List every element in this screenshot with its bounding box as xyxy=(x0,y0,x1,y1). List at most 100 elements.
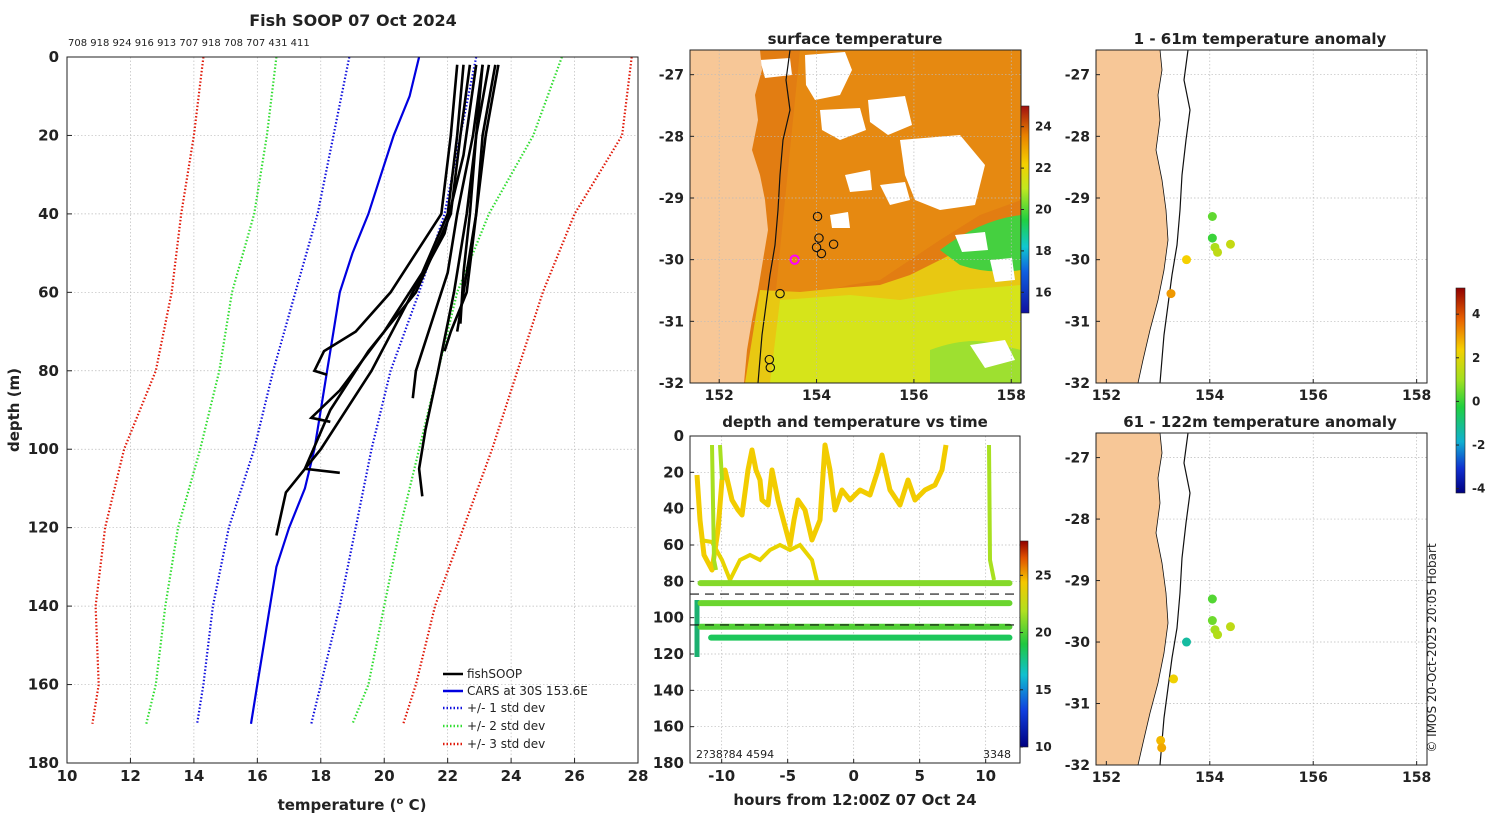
sst-tick-label-x: 152 xyxy=(705,388,734,404)
sst-tick-label-x: 156 xyxy=(899,388,928,404)
time-tracks xyxy=(697,580,1013,641)
shallow-tick-label-y: -28 xyxy=(1065,129,1090,145)
deep-anomaly-point xyxy=(1213,630,1223,640)
deep-tick-label-x: 152 xyxy=(1092,770,1121,786)
svg-text:fishSOOP: fishSOOP xyxy=(467,667,522,681)
shallow-axes-frame xyxy=(1095,49,1428,384)
shallow-shelf-contour xyxy=(1159,50,1191,383)
time-track-verticals xyxy=(710,444,996,581)
profile-line--3-std-dev xyxy=(402,56,633,725)
shallow-title: 1 - 61m temperature anomaly xyxy=(1134,30,1387,48)
profile-tick-label-y: 160 xyxy=(28,676,59,694)
anomaly-colorbar-ticks: 4 2 0 -2 -4 xyxy=(1456,307,1485,496)
anomaly-colorbar-tick-label: -4 xyxy=(1472,482,1485,496)
svg-text:+/- 3 std dev: +/- 3 std dev xyxy=(467,737,545,751)
profile-axes-frame xyxy=(66,56,639,764)
credit-text: © IMOS 20-Oct-2025 20:05 Hobart xyxy=(1425,543,1439,753)
legend-item-1std: +/- 1 std dev xyxy=(443,701,545,715)
profile-tick-label-x: 26 xyxy=(564,767,585,785)
anomaly-colorbar-tick-label: 4 xyxy=(1472,307,1480,321)
sst-map-panel: surface temperature xyxy=(659,30,1052,404)
time-colorbar-tick-label: 20 xyxy=(1035,626,1052,640)
deep-anomaly-point xyxy=(1169,674,1179,684)
time-tick-label-x: -10 xyxy=(708,767,735,785)
sst-station-marker xyxy=(812,211,823,222)
profile-tick-label-y: 20 xyxy=(38,126,59,144)
sst-tick-label-y: -28 xyxy=(659,129,684,145)
shallow-tick-label-y: -31 xyxy=(1065,314,1090,330)
time-track-shallow xyxy=(694,442,949,573)
anomaly-colorbar-tick-label: 2 xyxy=(1472,351,1480,365)
legend-item-2std: +/- 2 std dev xyxy=(443,719,545,733)
shallow-tick-label-x: 154 xyxy=(1195,388,1224,404)
deep-anomaly-point xyxy=(1156,735,1166,745)
sst-tick-label-y: -30 xyxy=(659,253,685,269)
profile-line-fishsoop xyxy=(312,64,459,376)
time-tick-label-y: 20 xyxy=(663,463,684,481)
shallow-tick-label-y: -27 xyxy=(1065,68,1090,84)
time-grid xyxy=(690,435,1020,764)
profile-grid xyxy=(67,57,638,763)
profile-panel: Fish SOOP 07 Oct 2024 708 918 924 916 91… xyxy=(5,11,648,814)
time-tick-label-x: 0 xyxy=(848,767,858,785)
depth-time-panel: depth and temperature vs time -10 -5 0 5 100… xyxy=(653,413,1052,809)
shallow-anomaly-point xyxy=(1207,233,1217,243)
time-tick-label-x: 5 xyxy=(914,767,924,785)
sst-title: surface temperature xyxy=(768,30,943,48)
sst-colorbar-tick-label: 20 xyxy=(1035,203,1052,217)
svg-text:+/- 1 std dev: +/- 1 std dev xyxy=(467,701,545,715)
deep-tick-label-y: -28 xyxy=(1065,512,1090,528)
anomaly-colorbar-tick-label: -2 xyxy=(1472,438,1485,452)
time-xlabel: hours from 12:00Z 07 Oct 24 xyxy=(733,791,976,809)
anomaly-deep-panel: 61 - 122m temperature anomaly 152 154 156 1… xyxy=(1065,413,1432,786)
sst-tick-label-x: 154 xyxy=(802,388,831,404)
profile-tick-label-x: 20 xyxy=(374,767,395,785)
sst-tick-label-x: 158 xyxy=(997,388,1026,404)
profile-line-cars-at-30s-153-6e xyxy=(249,56,421,724)
profile-line-fishsoop xyxy=(303,64,472,475)
time-tick-label-y: 40 xyxy=(663,500,684,518)
shallow-tick-label-y: -29 xyxy=(1065,191,1090,207)
profile-title: Fish SOOP 07 Oct 2024 xyxy=(249,11,457,30)
legend-item-cars: CARS at 30S 153.6E xyxy=(443,684,588,698)
sst-station-marker xyxy=(828,239,839,250)
deep-tick-label-y: -27 xyxy=(1065,451,1090,467)
profile-tick-label-y: 120 xyxy=(28,519,59,537)
deep-tick-label-y: -32 xyxy=(1065,758,1090,774)
time-colorbar-ticks: 10 15 20 25 xyxy=(1020,568,1052,754)
deep-tick-label-y: -29 xyxy=(1065,574,1090,590)
svg-text:CARS at 30S 153.6E: CARS at 30S 153.6E xyxy=(467,684,588,698)
profile-tick-label-y: 40 xyxy=(38,205,59,223)
sst-station-marker xyxy=(816,248,827,259)
deep-tick-label-y: -30 xyxy=(1065,635,1091,651)
shallow-anomaly-point xyxy=(1225,239,1235,249)
sst-tick-label-y: -29 xyxy=(659,191,684,207)
deep-axes-frame xyxy=(1095,432,1428,766)
time-colorbar-tick-label: 25 xyxy=(1035,568,1052,582)
sst-colorbar-tick-label: 18 xyxy=(1035,244,1052,258)
deep-shelf-contour xyxy=(1159,433,1191,765)
sst-station-marker xyxy=(765,362,776,373)
profile-tick-label-y: 80 xyxy=(38,362,59,380)
sst-land xyxy=(690,50,768,383)
sst-colorbar-tick-label: 22 xyxy=(1035,161,1052,175)
deep-tick-label-x: 158 xyxy=(1402,770,1431,786)
sst-colorbar-tick-label: 16 xyxy=(1035,285,1052,299)
time-tick-label-y: 120 xyxy=(653,645,684,663)
shallow-anomaly-point xyxy=(1182,255,1192,265)
profile-legend: fishSOOP CARS at 30S 153.6E +/- 1 std de… xyxy=(443,667,588,751)
time-tick-label-y: 140 xyxy=(653,681,684,699)
profile-line-fishsoop xyxy=(411,64,484,399)
time-tick-label-y: 60 xyxy=(663,536,684,554)
time-axes-frame xyxy=(689,435,1021,764)
profile-line-fishsoop xyxy=(443,64,497,352)
shallow-tick-label-y: -32 xyxy=(1065,376,1090,392)
time-tick-label-x: 10 xyxy=(975,767,996,785)
shallow-tick-label-y: -30 xyxy=(1065,253,1091,269)
sst-tick-label-y: -27 xyxy=(659,68,684,84)
profile-tick-label-y: 180 xyxy=(28,754,59,772)
time-track-shallow-2 xyxy=(699,538,820,586)
deep-points xyxy=(1156,594,1235,753)
shallow-tick-label-x: 158 xyxy=(1402,388,1431,404)
